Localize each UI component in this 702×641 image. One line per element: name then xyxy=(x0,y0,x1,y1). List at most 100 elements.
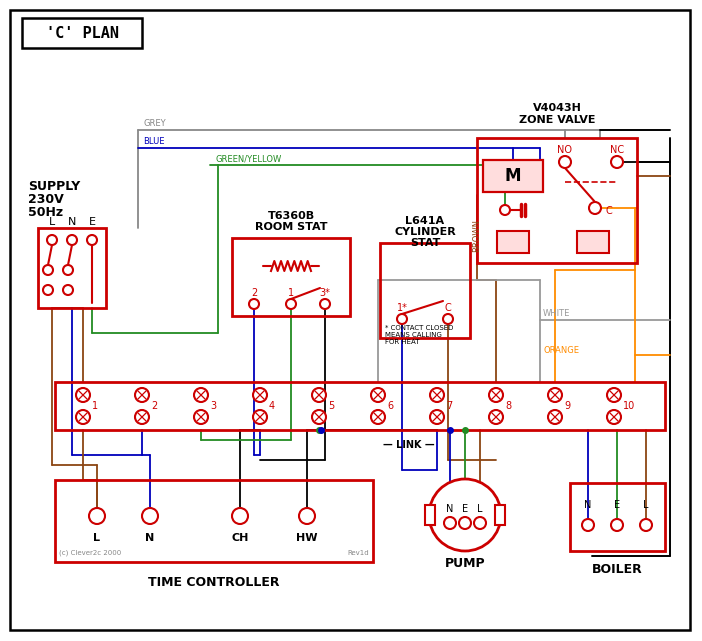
Bar xyxy=(38,228,106,308)
Circle shape xyxy=(89,508,105,524)
Text: 'C' PLAN: 'C' PLAN xyxy=(46,26,119,40)
Text: L: L xyxy=(477,504,483,514)
Text: NC: NC xyxy=(610,145,624,155)
Circle shape xyxy=(135,388,149,402)
Bar xyxy=(483,160,543,192)
Bar xyxy=(425,505,435,525)
Circle shape xyxy=(194,410,208,424)
Text: CYLINDER: CYLINDER xyxy=(394,227,456,237)
Text: ROOM STAT: ROOM STAT xyxy=(255,222,327,232)
Circle shape xyxy=(135,410,149,424)
Text: N: N xyxy=(145,533,154,543)
Text: V4043H: V4043H xyxy=(533,103,581,113)
Circle shape xyxy=(429,479,501,551)
Text: BROWN: BROWN xyxy=(472,219,481,252)
Text: 2: 2 xyxy=(251,288,257,298)
Circle shape xyxy=(253,388,267,402)
Circle shape xyxy=(582,519,594,531)
Text: N: N xyxy=(584,500,592,510)
Text: 7: 7 xyxy=(446,401,452,411)
Text: L641A: L641A xyxy=(406,216,444,226)
Text: 8: 8 xyxy=(505,401,511,411)
Bar xyxy=(55,382,665,430)
Text: SUPPLY: SUPPLY xyxy=(28,180,80,193)
Circle shape xyxy=(611,156,623,168)
Text: GREY: GREY xyxy=(143,119,166,128)
Text: 3*: 3* xyxy=(319,288,331,298)
Text: 3: 3 xyxy=(210,401,216,411)
Circle shape xyxy=(76,410,90,424)
Text: 10: 10 xyxy=(623,401,635,411)
Circle shape xyxy=(397,314,407,324)
Bar xyxy=(55,480,373,562)
Text: STAT: STAT xyxy=(410,238,440,248)
Bar xyxy=(22,18,142,48)
Text: 2: 2 xyxy=(151,401,157,411)
Bar xyxy=(577,231,609,253)
Text: MEANS CALLING: MEANS CALLING xyxy=(385,332,442,338)
Circle shape xyxy=(43,265,53,275)
Text: 1: 1 xyxy=(288,288,294,298)
Circle shape xyxy=(611,519,623,531)
Text: 50Hz: 50Hz xyxy=(28,206,63,219)
Text: E: E xyxy=(88,217,95,227)
Circle shape xyxy=(232,508,248,524)
Circle shape xyxy=(253,410,267,424)
Text: 1*: 1* xyxy=(397,303,407,313)
Circle shape xyxy=(194,388,208,402)
Bar xyxy=(495,505,505,525)
Circle shape xyxy=(640,519,652,531)
Text: GREEN/YELLOW: GREEN/YELLOW xyxy=(215,154,282,163)
Circle shape xyxy=(430,410,444,424)
Circle shape xyxy=(312,410,326,424)
Circle shape xyxy=(76,388,90,402)
Text: NO: NO xyxy=(557,145,573,155)
Circle shape xyxy=(299,508,315,524)
Circle shape xyxy=(63,265,73,275)
Circle shape xyxy=(286,299,296,309)
Circle shape xyxy=(444,517,456,529)
Text: BOILER: BOILER xyxy=(592,563,642,576)
Text: 5: 5 xyxy=(328,401,334,411)
Circle shape xyxy=(312,388,326,402)
Circle shape xyxy=(548,410,562,424)
Circle shape xyxy=(459,517,471,529)
Text: HW: HW xyxy=(296,533,318,543)
Text: BLUE: BLUE xyxy=(143,137,164,146)
Text: FOR HEAT: FOR HEAT xyxy=(385,339,420,345)
Circle shape xyxy=(430,388,444,402)
Bar xyxy=(380,243,470,338)
Text: L: L xyxy=(643,500,649,510)
Text: E: E xyxy=(462,504,468,514)
Text: L: L xyxy=(49,217,55,227)
Circle shape xyxy=(371,410,385,424)
Circle shape xyxy=(320,299,330,309)
Text: T6360B: T6360B xyxy=(267,211,314,221)
Text: N: N xyxy=(68,217,77,227)
Circle shape xyxy=(500,205,510,215)
Text: TIME CONTROLLER: TIME CONTROLLER xyxy=(148,576,280,589)
Circle shape xyxy=(489,410,503,424)
Text: CH: CH xyxy=(232,533,249,543)
Text: * CONTACT CLOSED: * CONTACT CLOSED xyxy=(385,325,453,331)
Text: 230V: 230V xyxy=(28,193,64,206)
Text: — LINK —: — LINK — xyxy=(383,440,435,450)
Circle shape xyxy=(43,285,53,295)
Text: 6: 6 xyxy=(387,401,393,411)
Circle shape xyxy=(249,299,259,309)
Circle shape xyxy=(548,388,562,402)
Circle shape xyxy=(371,388,385,402)
Text: 1: 1 xyxy=(92,401,98,411)
Circle shape xyxy=(443,314,453,324)
Circle shape xyxy=(142,508,158,524)
Circle shape xyxy=(607,410,621,424)
Bar xyxy=(497,231,529,253)
Circle shape xyxy=(87,235,97,245)
Text: (c) Clever2c 2000: (c) Clever2c 2000 xyxy=(59,549,121,556)
Text: ZONE VALVE: ZONE VALVE xyxy=(519,115,595,125)
Text: ORANGE: ORANGE xyxy=(543,346,579,355)
Circle shape xyxy=(559,156,571,168)
Bar xyxy=(232,238,350,316)
Circle shape xyxy=(489,388,503,402)
Circle shape xyxy=(47,235,57,245)
